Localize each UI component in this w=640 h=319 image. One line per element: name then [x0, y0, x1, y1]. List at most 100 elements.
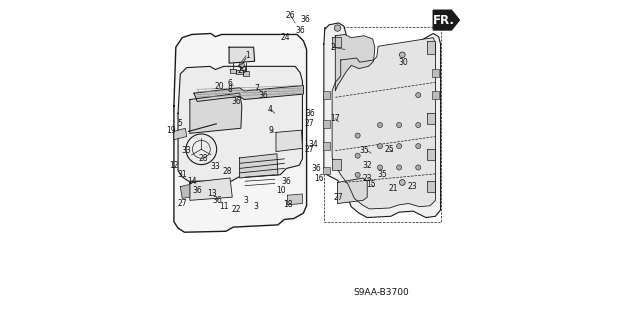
Polygon shape: [190, 93, 242, 133]
Text: 28: 28: [222, 167, 232, 176]
Circle shape: [355, 133, 360, 138]
Polygon shape: [287, 194, 303, 205]
Polygon shape: [180, 184, 190, 198]
Polygon shape: [236, 70, 243, 74]
Circle shape: [397, 122, 402, 128]
Bar: [432, 69, 439, 77]
Text: 5: 5: [178, 119, 182, 128]
Polygon shape: [190, 178, 232, 200]
Text: 36: 36: [305, 109, 315, 118]
Text: 28: 28: [199, 154, 208, 163]
Circle shape: [416, 144, 421, 149]
Text: 8: 8: [228, 85, 232, 94]
Polygon shape: [332, 38, 435, 209]
Text: 25: 25: [385, 145, 394, 154]
Text: 32: 32: [362, 161, 372, 170]
Text: FR.: FR.: [433, 14, 455, 26]
Text: 29: 29: [238, 66, 248, 75]
Text: 36: 36: [311, 164, 321, 173]
Text: 19: 19: [166, 126, 175, 135]
Polygon shape: [335, 34, 375, 91]
Polygon shape: [243, 71, 249, 76]
Circle shape: [416, 165, 421, 170]
Text: 31: 31: [177, 170, 187, 179]
Text: 15: 15: [366, 180, 376, 189]
Bar: [432, 91, 439, 99]
Text: 12: 12: [169, 161, 179, 170]
Text: 3: 3: [253, 202, 258, 211]
Polygon shape: [427, 41, 435, 54]
Circle shape: [399, 52, 405, 58]
Bar: [323, 167, 330, 174]
Text: 35: 35: [378, 170, 387, 179]
Text: 33: 33: [182, 146, 191, 155]
Polygon shape: [427, 113, 435, 124]
Text: 26: 26: [286, 11, 296, 20]
Text: 10: 10: [276, 186, 286, 195]
Circle shape: [378, 122, 383, 128]
Polygon shape: [427, 181, 435, 192]
Text: 18: 18: [283, 200, 292, 209]
Text: 30: 30: [398, 58, 408, 67]
Text: 21: 21: [388, 184, 398, 193]
Text: 11: 11: [219, 202, 228, 211]
Circle shape: [397, 144, 402, 149]
Circle shape: [399, 180, 405, 185]
Polygon shape: [174, 33, 307, 232]
Text: 20: 20: [214, 82, 225, 91]
Text: 17: 17: [330, 114, 340, 123]
Circle shape: [378, 165, 383, 170]
Text: 4: 4: [268, 105, 273, 114]
Polygon shape: [332, 159, 340, 170]
Text: 36: 36: [192, 186, 202, 195]
Polygon shape: [194, 85, 303, 101]
Text: 22: 22: [232, 205, 241, 214]
Text: 6: 6: [228, 79, 232, 88]
Text: 7: 7: [255, 84, 259, 93]
Bar: [323, 120, 330, 128]
Text: 24: 24: [280, 33, 290, 42]
Text: 36: 36: [259, 91, 268, 100]
Text: 36: 36: [295, 26, 305, 35]
Polygon shape: [174, 128, 187, 140]
Circle shape: [416, 93, 421, 98]
Circle shape: [334, 25, 340, 31]
Text: 36: 36: [300, 15, 310, 24]
Circle shape: [397, 165, 402, 170]
Polygon shape: [332, 37, 340, 47]
Circle shape: [355, 153, 360, 158]
Text: 14: 14: [187, 177, 196, 186]
Text: 2: 2: [330, 43, 335, 52]
Bar: [323, 142, 330, 150]
Polygon shape: [239, 154, 278, 178]
Text: 16: 16: [314, 174, 324, 183]
Bar: [323, 91, 330, 99]
Circle shape: [378, 144, 383, 149]
Text: 35: 35: [360, 146, 369, 155]
Text: 27: 27: [333, 193, 343, 202]
Polygon shape: [178, 66, 303, 181]
Text: 36: 36: [232, 97, 241, 106]
Polygon shape: [230, 69, 236, 73]
Polygon shape: [433, 10, 460, 30]
Text: 23: 23: [362, 174, 372, 182]
Circle shape: [355, 172, 360, 177]
Text: 36: 36: [212, 196, 222, 205]
Text: 27: 27: [177, 199, 187, 208]
Text: 1: 1: [245, 51, 250, 60]
Text: 33: 33: [211, 162, 220, 171]
Text: 3: 3: [244, 196, 248, 205]
Text: 36: 36: [282, 177, 291, 186]
Polygon shape: [229, 47, 255, 63]
Text: 27: 27: [305, 119, 315, 128]
Polygon shape: [427, 149, 435, 160]
Polygon shape: [324, 23, 440, 218]
Circle shape: [239, 63, 244, 68]
Text: 9: 9: [268, 126, 273, 135]
Text: 34: 34: [308, 140, 318, 149]
Text: S9AA-B3700: S9AA-B3700: [353, 288, 409, 297]
Text: 23: 23: [407, 182, 417, 191]
Polygon shape: [276, 130, 303, 152]
Polygon shape: [337, 178, 367, 204]
Text: 13: 13: [207, 189, 217, 198]
